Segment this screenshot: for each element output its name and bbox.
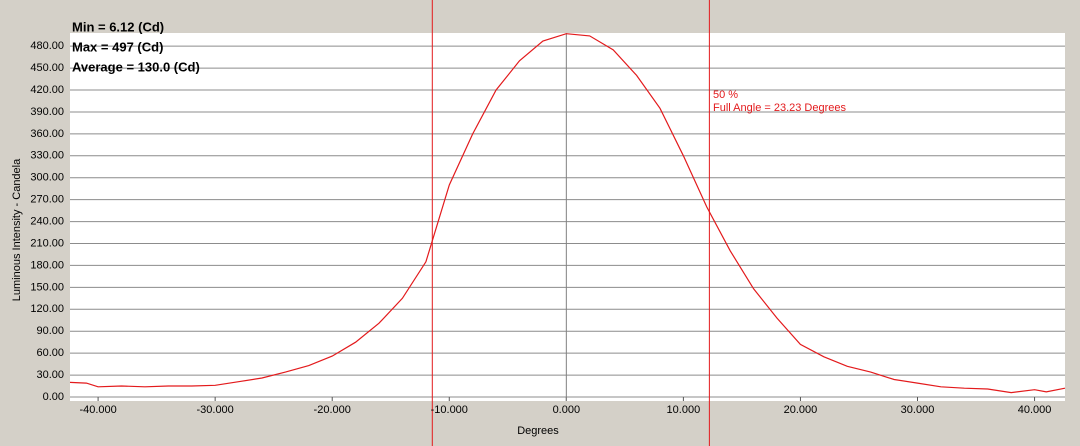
y-tick-label: 150.00	[30, 281, 64, 293]
y-tick-label: 210.00	[30, 237, 64, 249]
x-tick-label: 40.000	[1018, 404, 1052, 416]
stat-max: Max = 497 (Cd)	[72, 39, 163, 54]
y-tick-label: 180.00	[30, 259, 64, 271]
y-tick-label: 90.00	[36, 325, 64, 337]
y-tick-label: 0.00	[43, 391, 64, 403]
x-tick-label: -20.000	[314, 404, 351, 416]
x-tick-label: 10.000	[667, 404, 701, 416]
stat-min: Min = 6.12 (Cd)	[72, 19, 164, 34]
y-tick-label: 360.00	[30, 128, 64, 140]
grid	[70, 33, 1065, 401]
y-tick-label: 120.00	[30, 303, 64, 315]
y-tick-label: 270.00	[30, 194, 64, 206]
x-tick-label: -30.000	[196, 404, 233, 416]
labels: 0.00 30.00 60.00 90.00 120.00 150.00 180.00 210…	[30, 40, 1051, 416]
data-line	[69, 33, 1066, 394]
stat-average: Average = 130.0 (Cd)	[72, 59, 200, 74]
y-tick-label: 60.00	[36, 347, 64, 359]
y-tick-label: 480.00	[30, 40, 64, 52]
x-tick-label: 20.000	[784, 404, 818, 416]
y-tick-label: 240.00	[30, 215, 64, 227]
y-tick-label: 300.00	[30, 172, 64, 184]
x-tick-label: -10.000	[431, 404, 468, 416]
marks	[69, 0, 1066, 446]
y-tick-label: 30.00	[36, 369, 64, 381]
x-tick-label: 0.000	[553, 404, 581, 416]
marker-note: 50 %	[713, 89, 738, 101]
x-tick-label: -40.000	[79, 404, 116, 416]
x-axis-label: Degrees	[517, 425, 559, 437]
y-tick-label: 330.00	[30, 150, 64, 162]
y-tick-label: 420.00	[30, 84, 64, 96]
y-tick-label: 450.00	[30, 62, 64, 74]
x-tick-label: 30.000	[901, 404, 935, 416]
y-tick-label: 390.00	[30, 106, 64, 118]
plot-area	[70, 33, 1065, 401]
marker-note: Full Angle = 23.23 Degrees	[713, 102, 847, 114]
y-axis-label: Luminous Intensity - Candela	[11, 158, 23, 301]
